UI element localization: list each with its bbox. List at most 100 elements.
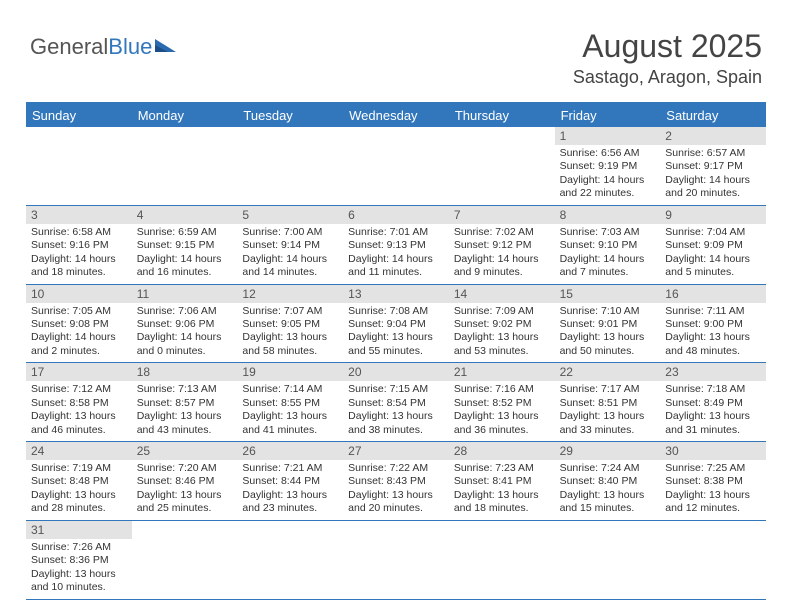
- day-info: Sunrise: 7:07 AMSunset: 9:05 PMDaylight:…: [237, 303, 343, 363]
- week-row: 17Sunrise: 7:12 AMSunset: 8:58 PMDayligh…: [26, 363, 766, 442]
- day-info: Sunrise: 7:24 AMSunset: 8:40 PMDaylight:…: [555, 460, 661, 520]
- logo-flag-icon: [154, 37, 180, 55]
- day-number: 25: [132, 442, 238, 460]
- day-cell: 7Sunrise: 7:02 AMSunset: 9:12 PMDaylight…: [449, 206, 555, 284]
- day-cell: 15Sunrise: 7:10 AMSunset: 9:01 PMDayligh…: [555, 285, 661, 363]
- day-cell: [132, 521, 238, 599]
- day-cell: 2Sunrise: 6:57 AMSunset: 9:17 PMDaylight…: [660, 127, 766, 205]
- day-info: Sunrise: 7:19 AMSunset: 8:48 PMDaylight:…: [26, 460, 132, 520]
- weeks-container: 1Sunrise: 6:56 AMSunset: 9:19 PMDaylight…: [26, 127, 766, 600]
- day-number: 16: [660, 285, 766, 303]
- day-cell: 21Sunrise: 7:16 AMSunset: 8:52 PMDayligh…: [449, 363, 555, 441]
- day-info: Sunrise: 7:21 AMSunset: 8:44 PMDaylight:…: [237, 460, 343, 520]
- day-cell: [449, 521, 555, 599]
- day-info: Sunrise: 7:26 AMSunset: 8:36 PMDaylight:…: [26, 539, 132, 599]
- day-cell: 18Sunrise: 7:13 AMSunset: 8:57 PMDayligh…: [132, 363, 238, 441]
- week-row: 10Sunrise: 7:05 AMSunset: 9:08 PMDayligh…: [26, 285, 766, 364]
- day-number: 8: [555, 206, 661, 224]
- week-row: 3Sunrise: 6:58 AMSunset: 9:16 PMDaylight…: [26, 206, 766, 285]
- day-number: 4: [132, 206, 238, 224]
- day-cell: 30Sunrise: 7:25 AMSunset: 8:38 PMDayligh…: [660, 442, 766, 520]
- day-cell: 28Sunrise: 7:23 AMSunset: 8:41 PMDayligh…: [449, 442, 555, 520]
- month-title: August 2025: [573, 28, 762, 65]
- day-info: Sunrise: 7:18 AMSunset: 8:49 PMDaylight:…: [660, 381, 766, 441]
- day-number: 23: [660, 363, 766, 381]
- dow-wednesday: Wednesday: [343, 104, 449, 127]
- logo: GeneralBlue: [30, 34, 180, 60]
- day-info: Sunrise: 7:22 AMSunset: 8:43 PMDaylight:…: [343, 460, 449, 520]
- day-cell: [343, 521, 449, 599]
- day-number: 7: [449, 206, 555, 224]
- day-cell: [449, 127, 555, 205]
- day-info: Sunrise: 7:01 AMSunset: 9:13 PMDaylight:…: [343, 224, 449, 284]
- day-info: Sunrise: 7:17 AMSunset: 8:51 PMDaylight:…: [555, 381, 661, 441]
- day-number: 3: [26, 206, 132, 224]
- day-cell: [132, 127, 238, 205]
- day-number: 5: [237, 206, 343, 224]
- day-cell: 23Sunrise: 7:18 AMSunset: 8:49 PMDayligh…: [660, 363, 766, 441]
- day-cell: 8Sunrise: 7:03 AMSunset: 9:10 PMDaylight…: [555, 206, 661, 284]
- day-cell: 4Sunrise: 6:59 AMSunset: 9:15 PMDaylight…: [132, 206, 238, 284]
- day-number: 9: [660, 206, 766, 224]
- day-info: Sunrise: 7:02 AMSunset: 9:12 PMDaylight:…: [449, 224, 555, 284]
- day-number: 24: [26, 442, 132, 460]
- dow-saturday: Saturday: [660, 104, 766, 127]
- day-cell: 10Sunrise: 7:05 AMSunset: 9:08 PMDayligh…: [26, 285, 132, 363]
- day-cell: [343, 127, 449, 205]
- logo-part1: General: [30, 34, 108, 60]
- day-number: 20: [343, 363, 449, 381]
- day-info: Sunrise: 6:57 AMSunset: 9:17 PMDaylight:…: [660, 145, 766, 205]
- dow-sunday: Sunday: [26, 104, 132, 127]
- day-cell: 5Sunrise: 7:00 AMSunset: 9:14 PMDaylight…: [237, 206, 343, 284]
- day-number: 18: [132, 363, 238, 381]
- day-info: Sunrise: 7:06 AMSunset: 9:06 PMDaylight:…: [132, 303, 238, 363]
- dow-tuesday: Tuesday: [237, 104, 343, 127]
- day-number: 31: [26, 521, 132, 539]
- day-cell: 3Sunrise: 6:58 AMSunset: 9:16 PMDaylight…: [26, 206, 132, 284]
- day-info: Sunrise: 7:12 AMSunset: 8:58 PMDaylight:…: [26, 381, 132, 441]
- day-info: Sunrise: 7:16 AMSunset: 8:52 PMDaylight:…: [449, 381, 555, 441]
- day-cell: [555, 521, 661, 599]
- day-cell: 26Sunrise: 7:21 AMSunset: 8:44 PMDayligh…: [237, 442, 343, 520]
- day-cell: 14Sunrise: 7:09 AMSunset: 9:02 PMDayligh…: [449, 285, 555, 363]
- day-cell: 13Sunrise: 7:08 AMSunset: 9:04 PMDayligh…: [343, 285, 449, 363]
- day-info: Sunrise: 7:15 AMSunset: 8:54 PMDaylight:…: [343, 381, 449, 441]
- day-number: 29: [555, 442, 661, 460]
- day-number: 28: [449, 442, 555, 460]
- day-info: Sunrise: 6:59 AMSunset: 9:15 PMDaylight:…: [132, 224, 238, 284]
- day-number: 26: [237, 442, 343, 460]
- day-cell: 31Sunrise: 7:26 AMSunset: 8:36 PMDayligh…: [26, 521, 132, 599]
- day-info: Sunrise: 7:20 AMSunset: 8:46 PMDaylight:…: [132, 460, 238, 520]
- day-cell: 19Sunrise: 7:14 AMSunset: 8:55 PMDayligh…: [237, 363, 343, 441]
- day-number: 22: [555, 363, 661, 381]
- day-number: 12: [237, 285, 343, 303]
- calendar: Sunday Monday Tuesday Wednesday Thursday…: [26, 102, 766, 600]
- day-cell: 24Sunrise: 7:19 AMSunset: 8:48 PMDayligh…: [26, 442, 132, 520]
- week-row: 1Sunrise: 6:56 AMSunset: 9:19 PMDaylight…: [26, 127, 766, 206]
- day-number: 30: [660, 442, 766, 460]
- day-cell: [26, 127, 132, 205]
- day-cell: 20Sunrise: 7:15 AMSunset: 8:54 PMDayligh…: [343, 363, 449, 441]
- week-row: 31Sunrise: 7:26 AMSunset: 8:36 PMDayligh…: [26, 521, 766, 600]
- day-cell: 12Sunrise: 7:07 AMSunset: 9:05 PMDayligh…: [237, 285, 343, 363]
- day-info: Sunrise: 6:58 AMSunset: 9:16 PMDaylight:…: [26, 224, 132, 284]
- day-cell: [660, 521, 766, 599]
- day-cell: 29Sunrise: 7:24 AMSunset: 8:40 PMDayligh…: [555, 442, 661, 520]
- day-cell: [237, 521, 343, 599]
- day-info: Sunrise: 7:05 AMSunset: 9:08 PMDaylight:…: [26, 303, 132, 363]
- dow-thursday: Thursday: [449, 104, 555, 127]
- day-number: 17: [26, 363, 132, 381]
- day-cell: 16Sunrise: 7:11 AMSunset: 9:00 PMDayligh…: [660, 285, 766, 363]
- day-cell: 6Sunrise: 7:01 AMSunset: 9:13 PMDaylight…: [343, 206, 449, 284]
- day-cell: 1Sunrise: 6:56 AMSunset: 9:19 PMDaylight…: [555, 127, 661, 205]
- day-number: 6: [343, 206, 449, 224]
- day-number: 14: [449, 285, 555, 303]
- day-info: Sunrise: 7:23 AMSunset: 8:41 PMDaylight:…: [449, 460, 555, 520]
- day-info: Sunrise: 7:04 AMSunset: 9:09 PMDaylight:…: [660, 224, 766, 284]
- day-info: Sunrise: 6:56 AMSunset: 9:19 PMDaylight:…: [555, 145, 661, 205]
- day-number: 10: [26, 285, 132, 303]
- day-number: 21: [449, 363, 555, 381]
- day-number: 1: [555, 127, 661, 145]
- day-number: 2: [660, 127, 766, 145]
- day-info: Sunrise: 7:25 AMSunset: 8:38 PMDaylight:…: [660, 460, 766, 520]
